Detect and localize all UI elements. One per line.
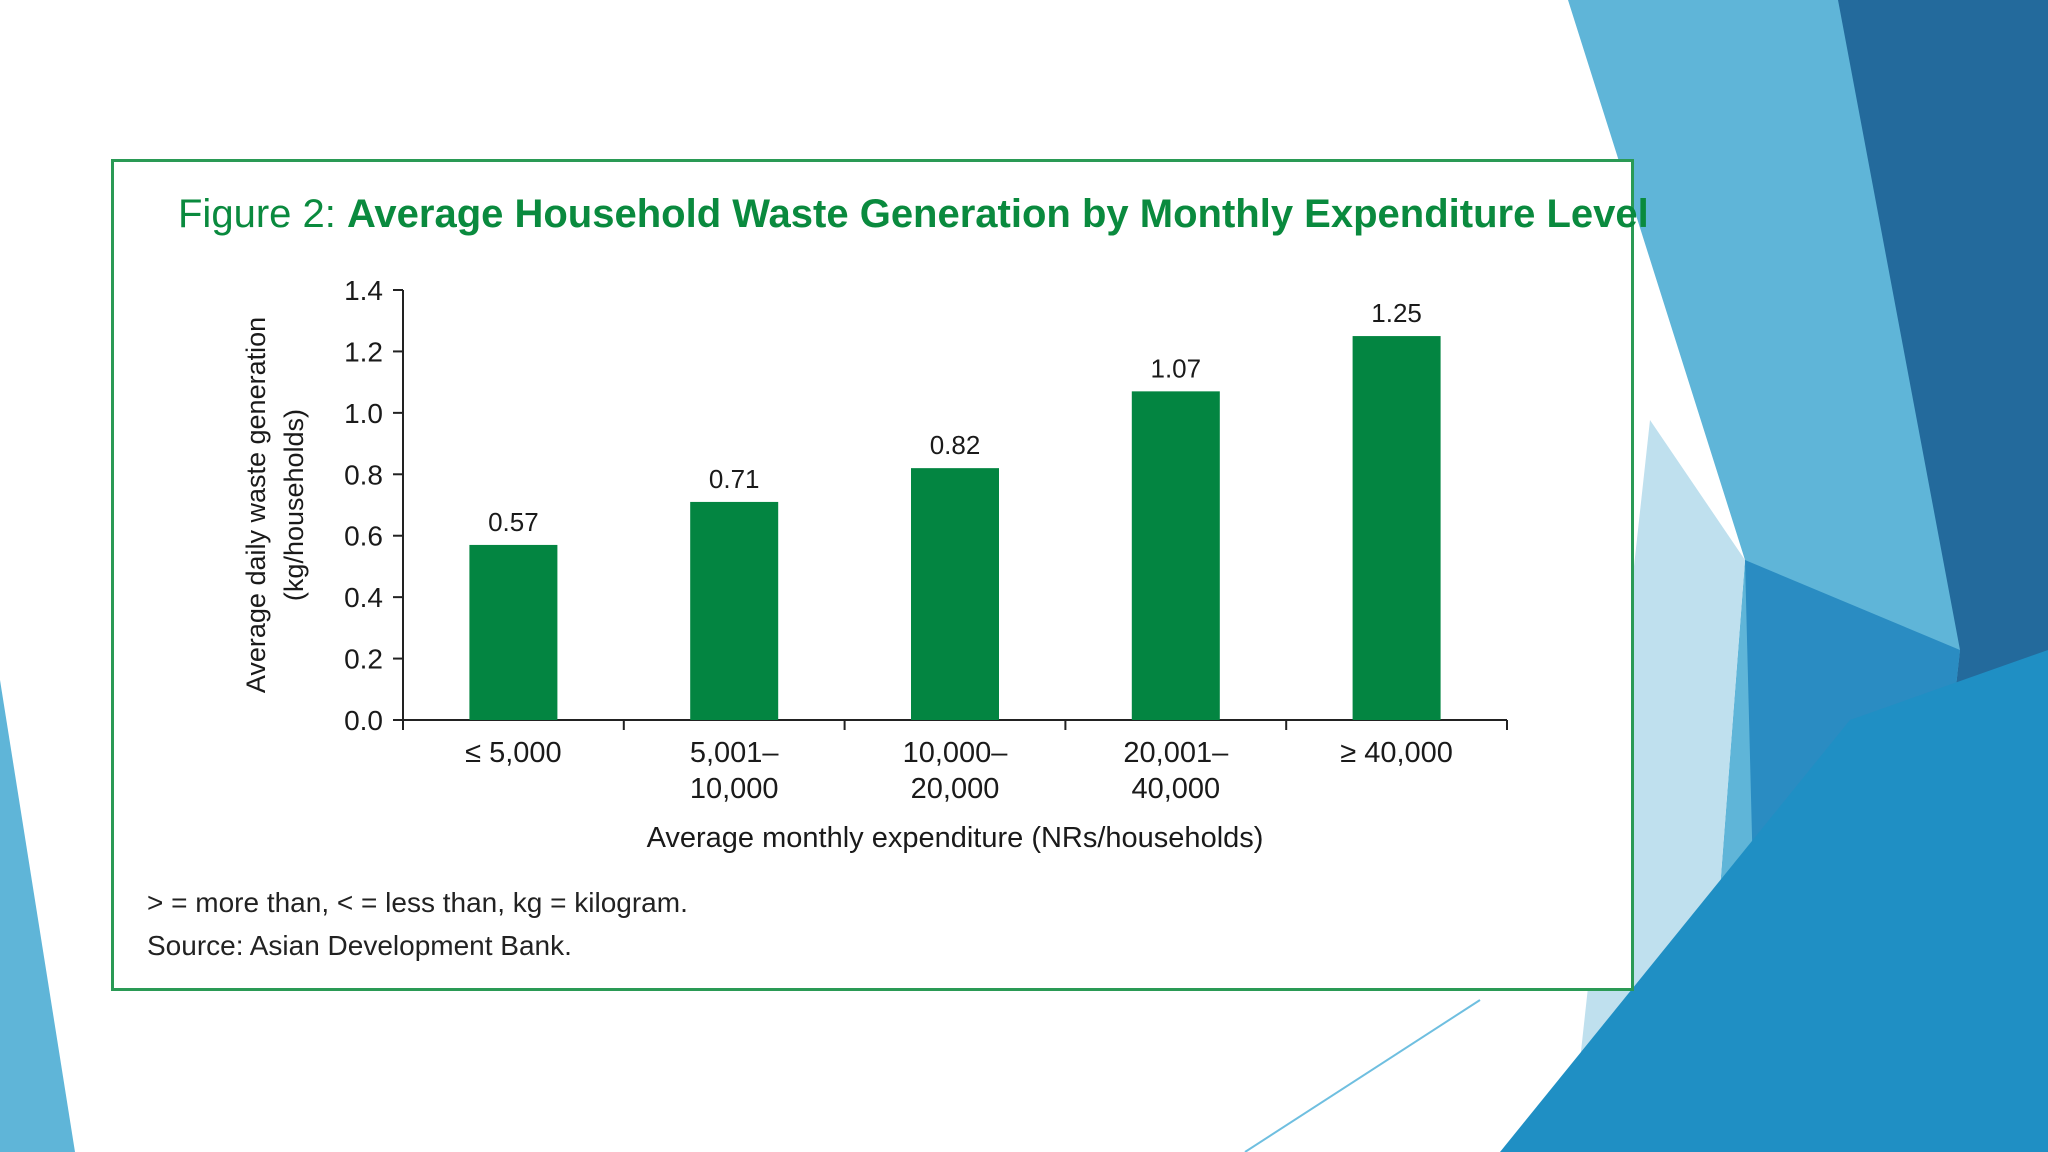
y-axis-title: (kg/households) <box>279 409 309 601</box>
abbreviation-note: > = more than, < = less than, kg = kilog… <box>147 887 688 918</box>
x-category-label: 20,001– <box>1123 737 1229 769</box>
bg-thin-line <box>1244 999 1481 1152</box>
x-category-label: 5,001– <box>690 737 780 769</box>
bg-bright-facet <box>1500 650 2048 1152</box>
bar-value-label: 0.71 <box>709 464 760 494</box>
y-tick-label: 1.0 <box>344 398 383 429</box>
bar <box>1352 336 1441 720</box>
y-tick-label: 0.6 <box>344 521 383 552</box>
y-axis-title: Average daily waste generation <box>241 317 271 693</box>
x-category-label: 20,000 <box>911 773 1000 805</box>
bar-value-label: 1.07 <box>1150 353 1201 383</box>
figure-title-text: Average Household Waste Generation by Mo… <box>346 192 1649 236</box>
bar <box>690 501 779 720</box>
bar <box>911 468 999 720</box>
x-category-label: ≤ 5,000 <box>465 737 562 769</box>
bar <box>469 544 558 720</box>
x-category-label: 10,000 <box>690 773 779 805</box>
y-tick-label: 0.8 <box>344 459 383 490</box>
bar-value-label: 1.25 <box>1371 298 1422 328</box>
y-tick-label: 0.4 <box>344 582 383 613</box>
source-note: Source: Asian Development Bank. <box>147 930 572 961</box>
x-axis-title: Average monthly expenditure (NRs/househo… <box>647 822 1264 854</box>
bar-value-label: 0.57 <box>488 507 539 537</box>
y-tick-label: 0.0 <box>344 705 383 736</box>
bg-left-sliver <box>0 680 75 1152</box>
y-tick-label: 1.4 <box>344 275 383 306</box>
figure-label: Figure 2: <box>178 192 336 236</box>
figure-card: Figure 2: Average Household Waste Genera… <box>111 159 1649 991</box>
bar-value-label: 0.82 <box>930 430 981 460</box>
bar-chart: 0.0 0.2 0.4 0.6 0.8 1.0 1.2 1.4 0.57 ≤ 5,000 0.71 5… <box>241 275 1508 854</box>
x-category-label: 10,000– <box>903 737 1009 769</box>
y-tick-label: 0.2 <box>344 644 383 675</box>
figure-title: Figure 2: Average Household Waste Genera… <box>178 192 1649 237</box>
y-tick-label: 1.2 <box>344 336 383 367</box>
bar <box>1131 391 1220 720</box>
x-category-label: 40,000 <box>1131 773 1220 805</box>
x-category-label: ≥ 40,000 <box>1340 737 1453 769</box>
